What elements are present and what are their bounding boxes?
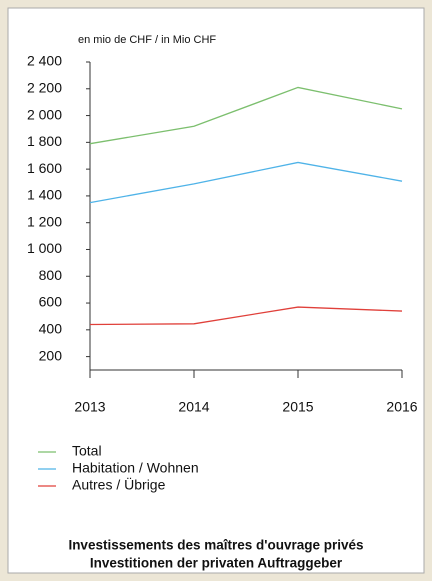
unit-label: en mio de CHF / in Mio CHF bbox=[78, 34, 216, 46]
y-tick-label: 2 200 bbox=[27, 79, 62, 95]
y-tick-label: 1 200 bbox=[27, 213, 62, 229]
line-series bbox=[89, 306, 403, 326]
x-tick-label: 2016 bbox=[386, 399, 417, 415]
chart-title: Investissements des maîtres d'ouvrage pr… bbox=[68, 538, 363, 553]
y-tick-label: 600 bbox=[39, 294, 63, 310]
y-tick-label: 1 600 bbox=[27, 160, 62, 176]
y-tick-label: 2 000 bbox=[27, 106, 62, 122]
x-tick-label: 2015 bbox=[282, 399, 313, 415]
line-series bbox=[89, 86, 403, 145]
legend-label: Habitation / Wohnen bbox=[72, 460, 199, 476]
y-tick-label: 2 400 bbox=[27, 53, 62, 69]
chart-title: Investitionen der privaten Auftraggeber bbox=[90, 556, 343, 571]
legend-label: Total bbox=[72, 443, 102, 459]
y-tick-label: 1 400 bbox=[27, 187, 62, 203]
y-tick-label: 1 000 bbox=[27, 240, 62, 256]
y-tick-label: 1 800 bbox=[27, 133, 62, 149]
panel bbox=[7, 7, 425, 574]
y-tick-label: 400 bbox=[39, 321, 63, 337]
y-tick-label: 200 bbox=[39, 347, 63, 363]
x-tick-label: 2014 bbox=[178, 399, 209, 415]
line-series bbox=[89, 161, 403, 204]
y-tick-label: 800 bbox=[39, 267, 63, 283]
x-tick-label: 2013 bbox=[74, 399, 105, 415]
legend-label: Autres / Übrige bbox=[72, 476, 166, 493]
